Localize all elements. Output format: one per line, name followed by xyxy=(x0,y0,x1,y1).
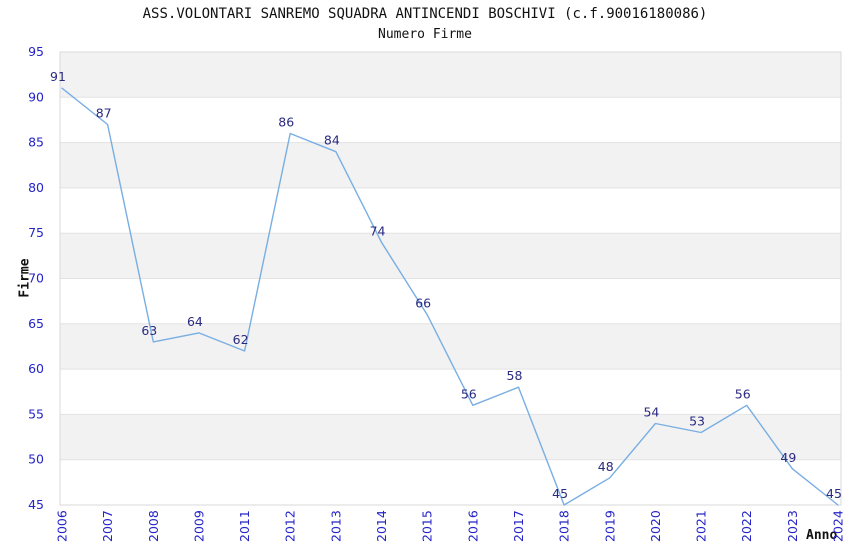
x-tick-label: 2008 xyxy=(146,510,161,542)
x-tick-label: 2011 xyxy=(237,510,252,542)
data-point-label: 66 xyxy=(415,296,431,311)
x-tick-label: 2016 xyxy=(465,510,480,542)
x-axis-title: Anno xyxy=(806,528,838,543)
x-tick-label: 2021 xyxy=(694,510,709,542)
plot-band xyxy=(60,414,841,460)
y-tick-label: 95 xyxy=(28,44,44,59)
y-tick-label: 60 xyxy=(28,361,44,376)
data-point-label: 91 xyxy=(50,69,66,84)
plot-band xyxy=(60,52,841,98)
y-tick-label: 45 xyxy=(28,497,44,512)
x-tick-label: 2023 xyxy=(785,510,800,542)
x-tick-label: 2024 xyxy=(831,510,846,542)
plot-band xyxy=(60,142,841,188)
x-tick-label: 2013 xyxy=(328,510,343,542)
y-tick-label: 55 xyxy=(28,406,44,421)
x-tick-label: 2019 xyxy=(602,510,617,542)
plot-border xyxy=(59,51,842,506)
x-tick-label: 2020 xyxy=(648,510,663,542)
x-tick-label: 2006 xyxy=(55,510,70,542)
x-tick-label: 2015 xyxy=(420,510,435,542)
x-tick-label: 2012 xyxy=(283,510,298,542)
x-tick-label: 2009 xyxy=(191,510,206,542)
chart-title: ASS.VOLONTARI SANREMO SQUADRA ANTINCENDI… xyxy=(142,6,708,22)
y-tick-label: 50 xyxy=(28,452,44,467)
series-line xyxy=(61,87,839,506)
data-point-label: 53 xyxy=(689,414,705,429)
data-point-label: 56 xyxy=(735,386,751,401)
y-tick-label: 75 xyxy=(28,225,44,240)
data-point-label: 87 xyxy=(96,105,112,120)
data-point-label: 86 xyxy=(278,115,294,130)
data-point-label: 54 xyxy=(643,404,659,419)
x-tick-label: 2022 xyxy=(739,510,754,542)
x-tick-label: 2007 xyxy=(100,510,115,542)
x-tick-label: 2018 xyxy=(557,510,572,542)
data-point-label: 56 xyxy=(461,386,477,401)
y-tick-label: 80 xyxy=(28,180,44,195)
chart-subtitle: Numero Firme xyxy=(378,27,472,42)
data-point-label: 62 xyxy=(233,332,249,347)
y-tick-label: 70 xyxy=(28,271,44,286)
x-tick-label: 2014 xyxy=(374,510,389,542)
data-point-label: 45 xyxy=(552,486,568,501)
x-tick-label: 2017 xyxy=(511,510,526,542)
data-point-label: 48 xyxy=(598,459,614,474)
plot-band xyxy=(60,233,841,279)
y-tick-label: 90 xyxy=(28,89,44,104)
data-point-label: 63 xyxy=(141,323,157,338)
data-point-label: 84 xyxy=(324,133,340,148)
data-point-label: 64 xyxy=(187,314,203,329)
data-point-label: 45 xyxy=(826,486,842,501)
data-point-label: 58 xyxy=(507,368,523,383)
data-point-label: 74 xyxy=(370,223,386,238)
y-tick-label: 65 xyxy=(28,316,44,331)
y-tick-label: 85 xyxy=(28,135,44,150)
data-point-label: 49 xyxy=(780,450,796,465)
